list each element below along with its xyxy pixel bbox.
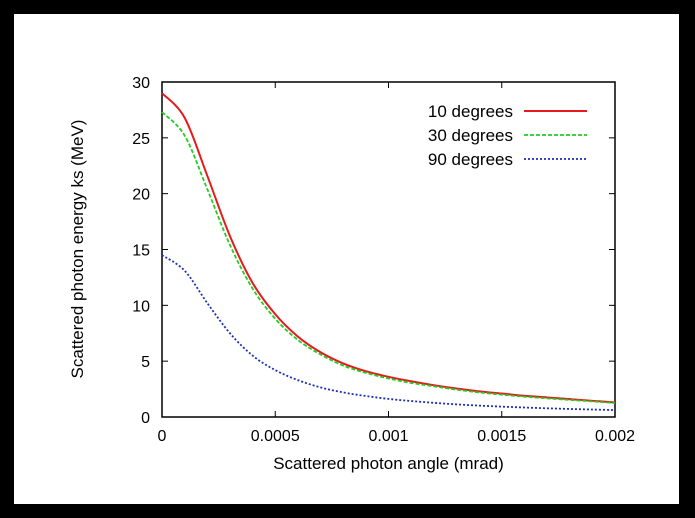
legend-label-1: 10 degrees [428,102,513,121]
series-line-2 [161,111,616,404]
x-tick-label: 0.0005 [251,428,300,445]
y-tick-label: 25 [132,131,150,148]
x-axis-label: Scattered photon angle (mrad) [273,454,504,473]
x-tick-label: 0.002 [595,428,635,445]
x-tick-label: 0.0015 [477,428,526,445]
x-tick-label: 0.001 [368,428,408,445]
series-layer [161,92,616,411]
series-line-3 [161,254,616,411]
series-line-1 [161,92,616,404]
plot-border [161,81,616,418]
y-tick-label: 5 [141,354,150,371]
legend-label-3: 90 degrees [428,150,513,169]
y-tick-label: 15 [132,243,150,260]
x-axis: 0 0.0005 0.001 0.0015 0.002 [158,82,635,445]
y-tick-label: 20 [132,187,150,204]
legend-label-2: 30 degrees [428,126,513,145]
legend: 10 degrees 30 degrees 90 degrees [428,102,587,169]
x-tick-label: 0 [158,428,167,445]
plot-area [161,81,616,418]
y-tick-label: 30 [132,75,150,92]
y-tick-label: 0 [141,410,150,427]
line-chart: 0 0.0005 0.001 0.0015 0.002 0 5 10 15 20 25 30 10 … [68,75,635,473]
y-axis-label: Scattered photon energy ks (MeV) [68,120,87,379]
chart-frame: 0 0.0005 0.001 0.0015 0.002 0 5 10 15 20 25 30 10 … [14,14,679,504]
y-tick-label: 10 [132,298,150,315]
y-axis: 0 5 10 15 20 25 30 [132,75,615,427]
